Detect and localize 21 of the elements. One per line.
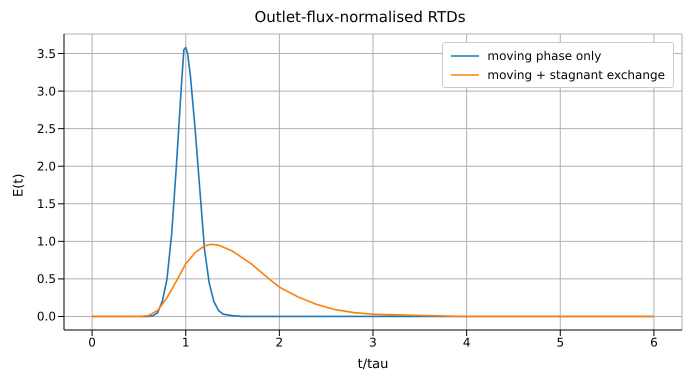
x-tick-label: 4 [462, 336, 470, 350]
y-tick-label: 2.5 [36, 122, 56, 136]
x-tick-label: 1 [182, 336, 190, 350]
y-tick-label: 1.0 [36, 234, 56, 249]
y-tick-label: 0.0 [36, 310, 56, 324]
legend-label: moving phase only [487, 48, 602, 62]
x-tick-label: 5 [556, 336, 564, 350]
y-axis-title: E(t) [12, 174, 27, 197]
y-tick-label: 2.0 [36, 159, 56, 174]
line-series [91, 244, 655, 318]
x-axis-title: t/tau [358, 357, 388, 372]
y-tick-label: 0.5 [36, 272, 56, 286]
x-tick-label: 2 [276, 336, 284, 350]
x-tick-label: 3 [369, 336, 377, 350]
y-tick-label: 3.5 [36, 46, 56, 61]
chart-title: Outlet-flux-normalised RTDs [253, 8, 467, 26]
y-tick-label: 3.0 [36, 84, 56, 98]
legend-label: moving + stagnant exchange [487, 68, 665, 82]
x-tick-label: 6 [650, 336, 658, 350]
y-tick-label: 1.5 [36, 197, 56, 212]
x-tick-label: 0 [88, 336, 96, 350]
